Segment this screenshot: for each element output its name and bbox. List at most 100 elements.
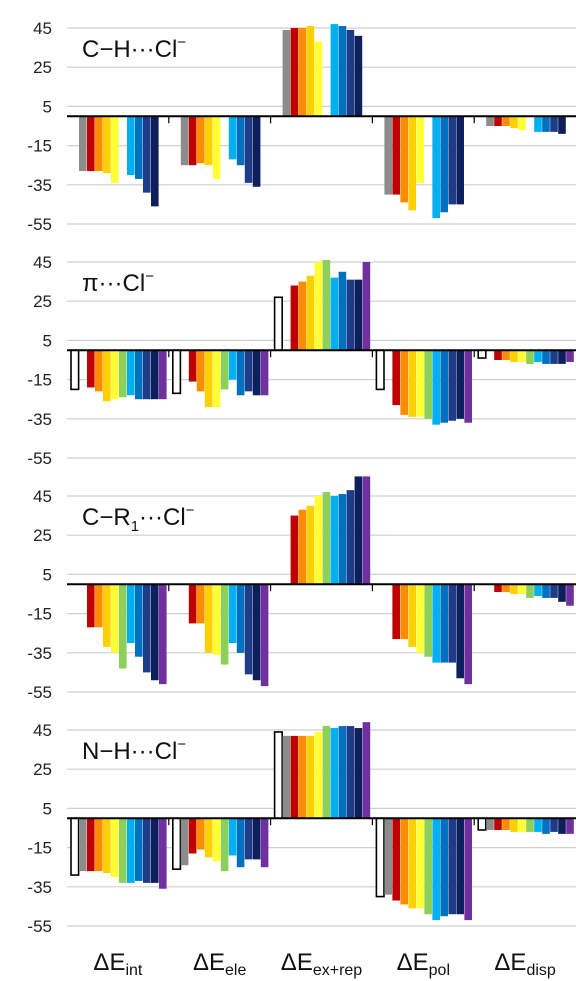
bar-ex+rep-series-7 (322, 726, 331, 819)
bar-disp-series-11 (558, 350, 566, 364)
y-tick-label: 25 (33, 526, 52, 545)
bar-int-series-9 (135, 818, 143, 881)
bar-int-series-5 (103, 818, 111, 874)
bar-int-series-12 (159, 350, 167, 400)
bar-ex+rep-series-12 (362, 476, 371, 585)
panel-title-subscript: 1 (131, 518, 139, 535)
category-labels: ΔEint ΔEele ΔEex+rep ΔEpol ΔEdisp (93, 949, 555, 979)
bar-pol-series-12 (464, 584, 472, 685)
bar-ele-series-8 (228, 350, 237, 380)
panel-title: N−H···Cl− (82, 736, 186, 765)
bar-disp-series-11 (558, 818, 566, 834)
bar-disp-series-11 (558, 584, 566, 602)
bar-disp-series-4 (502, 350, 510, 360)
bar-ex+rep-series-11 (354, 35, 363, 117)
bar-disp-series-6 (518, 116, 526, 130)
bar-ex+rep-series-10 (346, 279, 355, 351)
bar-ex+rep-series-1 (273, 731, 284, 820)
category-label-subscript: int (125, 962, 142, 979)
bar-pol-series-11 (456, 116, 464, 205)
bar-int-series-12 (159, 584, 167, 685)
bar-disp-series-1 (477, 817, 487, 831)
y-tick-label: -55 (27, 917, 52, 936)
bar-ex+rep-series-11 (354, 728, 363, 819)
y-tick-label: 5 (43, 331, 52, 350)
bar-pol-series-10 (448, 818, 456, 915)
bar-disp-series-2 (486, 818, 494, 830)
category-label-subscript: ex+rep (313, 962, 362, 979)
y-tick-label: 25 (33, 58, 52, 77)
bar-int-series-11 (151, 584, 159, 681)
bar-pol-series-8 (432, 116, 440, 219)
bar-disp-series-9 (542, 350, 550, 364)
bar-ex+rep-series-5 (306, 275, 315, 351)
bar-disp-series-10 (550, 116, 558, 132)
bar-ele-series-1 (172, 349, 182, 395)
bar-disp-series-7 (526, 818, 534, 832)
bar-ele-series-1 (172, 817, 182, 870)
category-label-ex+rep: ΔEex+rep (281, 949, 363, 979)
bar-pol-series-8 (432, 818, 440, 921)
bar-ex+rep-series-6 (314, 262, 323, 351)
category-label-int: ΔEint (93, 949, 142, 979)
bar-ex+rep-series-4 (298, 735, 307, 819)
bar-ex+rep-series-6 (314, 496, 323, 585)
bar-disp-series-1 (477, 349, 487, 359)
panel-title-superscript: − (145, 268, 154, 285)
bar-pol-series-5 (408, 116, 416, 211)
bar-ex+rep-series-4 (298, 509, 307, 585)
bar-int-series-6 (111, 818, 119, 877)
category-label-main: ΔE (281, 949, 313, 976)
bar-disp-series-6 (518, 350, 526, 362)
bar-pol-series-6 (416, 818, 424, 909)
category-label-main: ΔE (397, 949, 429, 976)
y-tick-label: 45 (33, 253, 52, 272)
bar-ele-series-11 (252, 584, 261, 681)
bar-pol-series-6 (416, 350, 424, 417)
y-tick-label: -55 (27, 683, 52, 702)
bar-disp-series-9 (542, 818, 550, 834)
bar-int-series-3 (87, 584, 95, 628)
bar-disp-series-5 (510, 584, 518, 594)
bar-ele-series-4 (196, 350, 205, 392)
bar-int-series-6 (111, 116, 119, 183)
panel-title-superscript: − (177, 34, 186, 51)
panel-title-main: N−H···Cl (82, 738, 177, 765)
bar-disp-series-9 (542, 116, 550, 132)
bar-ele-series-10 (244, 818, 253, 860)
bar-disp-series-10 (550, 818, 558, 832)
bar-int-series-8 (127, 350, 135, 396)
bar-pol-series-9 (440, 584, 448, 663)
bar-pol-series-11 (456, 584, 464, 679)
bar-disp-series-7 (526, 584, 534, 598)
bar-ex+rep-series-10 (346, 726, 355, 819)
bar-ele-series-3 (188, 350, 197, 382)
bar-ex+rep-series-9 (338, 271, 347, 351)
bar-ele-series-12 (260, 350, 269, 396)
category-label-ele: ΔEele (193, 949, 247, 979)
bar-int-series-10 (143, 350, 151, 400)
y-tick-label: -15 (27, 839, 52, 858)
bar-pol-series-4 (400, 350, 408, 415)
bar-int-series-4 (95, 116, 103, 172)
y-tick-label: 5 (43, 565, 52, 584)
bar-pol-series-10 (448, 116, 456, 205)
bar-pol-series-12 (464, 818, 472, 921)
bar-ele-series-4 (196, 116, 205, 164)
bar-ele-series-7 (220, 350, 229, 390)
bar-pol-series-7 (424, 584, 432, 657)
bar-int-series-7 (119, 818, 127, 883)
y-tick-label: -55 (27, 449, 52, 468)
y-tick-label: 25 (33, 760, 52, 779)
bar-ele-series-4 (196, 818, 205, 850)
bar-ele-series-10 (244, 584, 253, 675)
bar-ele-series-5 (204, 116, 213, 166)
bar-ele-series-7 (220, 818, 229, 872)
bar-pol-series-5 (408, 818, 416, 909)
panel-title: C−H···Cl− (82, 34, 186, 63)
panel-title-main: C−H···Cl (82, 36, 177, 63)
bar-ex+rep-series-7 (322, 492, 331, 585)
bar-ex+rep-series-3 (290, 285, 299, 351)
bar-ex+rep-series-12 (362, 722, 371, 819)
bar-ele-series-3 (188, 584, 197, 624)
